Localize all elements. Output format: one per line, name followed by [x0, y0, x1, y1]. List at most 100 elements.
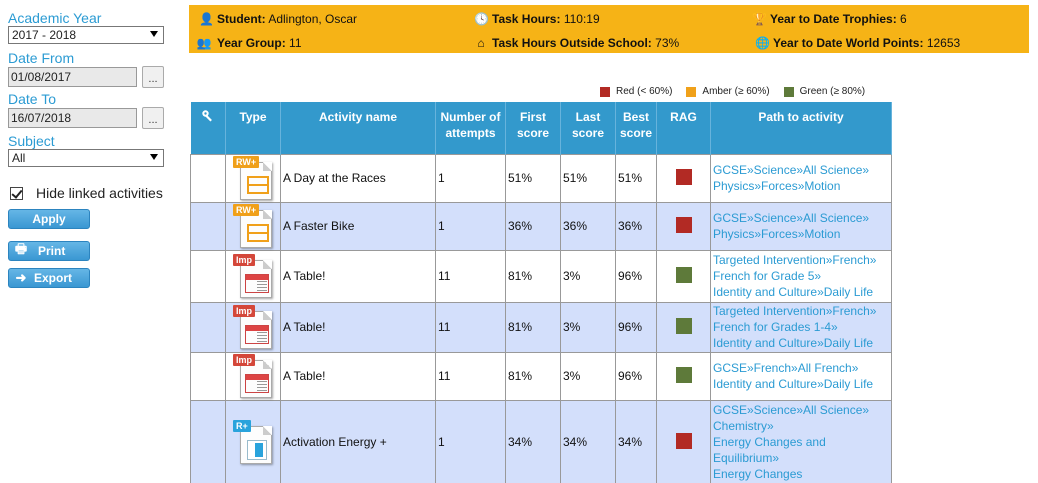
subject-value: All: [12, 151, 26, 165]
first-score-cell: 36%: [505, 201, 561, 251]
path-cell: GCSE»Science»All Science» Physics»Forces»…: [710, 153, 892, 203]
path-segment[interactable]: Identity and Culture»Daily Life: [713, 377, 874, 391]
path-segment[interactable]: Identity and Culture»Daily Life: [713, 336, 874, 350]
print-button[interactable]: 🖶 Print: [8, 241, 90, 261]
path-segment[interactable]: Energy Changes: [713, 467, 803, 481]
subject-label: Subject: [8, 133, 55, 149]
activity-name-cell: A Day at the Races: [280, 153, 436, 203]
last-score-cell: 36%: [560, 201, 616, 251]
path-segment[interactable]: Targeted Intervention»French»: [713, 304, 877, 318]
first-score-column-header[interactable]: First score: [505, 102, 561, 154]
rag-indicator: [675, 366, 692, 383]
attempts-cell: 1: [435, 201, 506, 251]
path-segment[interactable]: Energy Changes and: [713, 435, 826, 449]
home-icon: ⌂: [477, 36, 485, 50]
task-hours-info: 🕓 Task Hours: 110:19: [474, 12, 600, 26]
last-score-cell: 3%: [560, 249, 616, 303]
path-segment[interactable]: French for Grade 5»: [713, 269, 822, 283]
first-score-cell: 34%: [505, 399, 561, 483]
chevron-down-icon: [150, 154, 158, 160]
path-segment[interactable]: Targeted Intervention»French»: [713, 253, 877, 267]
key-icon: [202, 110, 212, 122]
type-column-header[interactable]: Type: [225, 102, 281, 154]
path-segment[interactable]: GCSE»Science»All Science»: [713, 403, 870, 417]
path-segment[interactable]: Physics»Forces»Motion: [713, 227, 841, 241]
path-segment[interactable]: GCSE»French»All French»: [713, 361, 859, 375]
table-row[interactable]: RW+ A Day at the Races 1 51% 51% 51% GCSE»Scie…: [190, 153, 892, 203]
chevron-down-icon: [150, 31, 158, 37]
clock-icon: 🕓: [474, 12, 489, 26]
key-cell: [190, 399, 226, 483]
activity-name-cell: A Table!: [280, 351, 436, 401]
last-score-cell: 3%: [560, 301, 616, 353]
subject-select[interactable]: All: [8, 149, 164, 167]
imp-activity-icon[interactable]: Imp: [231, 354, 275, 398]
user-icon: 👤: [199, 12, 214, 26]
best-score-column-header[interactable]: Best score: [615, 102, 657, 154]
date-to-input[interactable]: 16/07/2018: [8, 108, 137, 128]
hide-linked-checkbox[interactable]: [10, 186, 23, 200]
student-summary-bar: 👤 Student: Adlington, Oscar 🕓 Task Hours: …: [189, 5, 1029, 53]
rw-plus-activity-icon[interactable]: RW+: [231, 156, 275, 200]
imp-activity-icon[interactable]: Imp: [231, 254, 275, 298]
rag-indicator: [675, 168, 692, 185]
attempts-column-header[interactable]: Number of attempts: [435, 102, 506, 154]
table-header-row: Type Activity name Number of attempts Fir…: [190, 102, 892, 154]
hide-linked-label: Hide linked activities: [36, 185, 163, 201]
best-score-cell: 96%: [615, 351, 657, 401]
activity-column-header[interactable]: Activity name: [280, 102, 436, 154]
table-row[interactable]: Imp A Table! 11 81% 3% 96% Targeted Interventi…: [190, 301, 892, 353]
table-row[interactable]: R+ Activation Energy +1 34% 34% 34% GCSE»Scie…: [190, 399, 892, 483]
table-row[interactable]: Imp A Table! 11 81% 3% 96% Targeted Interventi…: [190, 249, 892, 303]
type-tag: Imp: [233, 354, 256, 366]
activity-name-cell: A Table!: [280, 301, 436, 353]
path-segment[interactable]: GCSE»Science»All Science»: [713, 163, 870, 177]
last-score-column-header[interactable]: Last score: [560, 102, 616, 154]
path-cell: GCSE»Science»All Science» Physics»Forces»…: [710, 201, 892, 251]
legend-swatch: [783, 86, 794, 97]
table-row[interactable]: RW+ A Faster Bike 1 36% 36% 36% GCSE»Science»A…: [190, 201, 892, 251]
apply-button[interactable]: Apply: [8, 209, 90, 229]
rag-column-header[interactable]: RAG: [656, 102, 711, 154]
path-segment[interactable]: Chemistry»: [713, 419, 774, 433]
users-icon: 👥: [196, 36, 212, 50]
path-segment[interactable]: Equilibrium»: [713, 451, 780, 465]
date-to-label: Date To: [8, 91, 56, 107]
activity-name-cell: Activation Energy +: [280, 399, 436, 483]
legend-swatch: [600, 86, 610, 97]
activity-name-cell: A Faster Bike: [280, 201, 436, 251]
path-segment[interactable]: Identity and Culture»Daily Life: [713, 285, 874, 299]
export-button[interactable]: ➜ Export: [8, 268, 90, 288]
rag-indicator: [675, 216, 692, 233]
legend-green: Green (≥ 80%): [783, 86, 865, 97]
globe-icon: 🌐: [755, 36, 770, 50]
legend-red: Red (< 60%): [600, 86, 672, 97]
attempts-cell: 11: [435, 249, 506, 303]
r-plus-activity-icon[interactable]: R+: [231, 420, 275, 464]
date-to-picker-button[interactable]: ...: [142, 107, 164, 129]
outside-school-info: ⌂ Task Hours Outside School: 73%: [474, 36, 679, 50]
key-cell: [190, 351, 226, 401]
date-from-input[interactable]: 01/08/2017: [8, 67, 137, 87]
trophy-icon: 🏆: [752, 12, 767, 26]
arrow-right-icon: ➜: [15, 270, 27, 285]
path-segment[interactable]: French for Grades 1-4»: [713, 320, 838, 334]
path-column-header[interactable]: Path to activity: [710, 102, 892, 154]
path-segment[interactable]: GCSE»Science»All Science»: [713, 211, 870, 225]
date-from-picker-button[interactable]: ...: [142, 66, 164, 88]
year-group-info: 👥 Year Group: 11: [196, 36, 302, 50]
imp-activity-icon[interactable]: Imp: [231, 305, 275, 349]
academic-year-select[interactable]: 2017 - 2018: [8, 26, 164, 44]
first-score-cell: 51%: [505, 153, 561, 203]
table-row[interactable]: Imp A Table! 11 81% 3% 96% GCSE»French»All Fre…: [190, 351, 892, 401]
key-column-header[interactable]: [190, 102, 226, 154]
path-segment[interactable]: Physics»Forces»Motion: [713, 179, 841, 193]
world-points-info: 🌐 Year to Date World Points: 12653: [755, 36, 961, 50]
key-cell: [190, 201, 226, 251]
type-tag: RW+: [233, 204, 260, 216]
key-cell: [190, 301, 226, 353]
rag-indicator: [675, 266, 692, 283]
best-score-cell: 34%: [615, 399, 657, 483]
rw-plus-activity-icon[interactable]: RW+: [231, 204, 275, 248]
path-cell: Targeted Intervention»French» French for …: [710, 301, 892, 353]
